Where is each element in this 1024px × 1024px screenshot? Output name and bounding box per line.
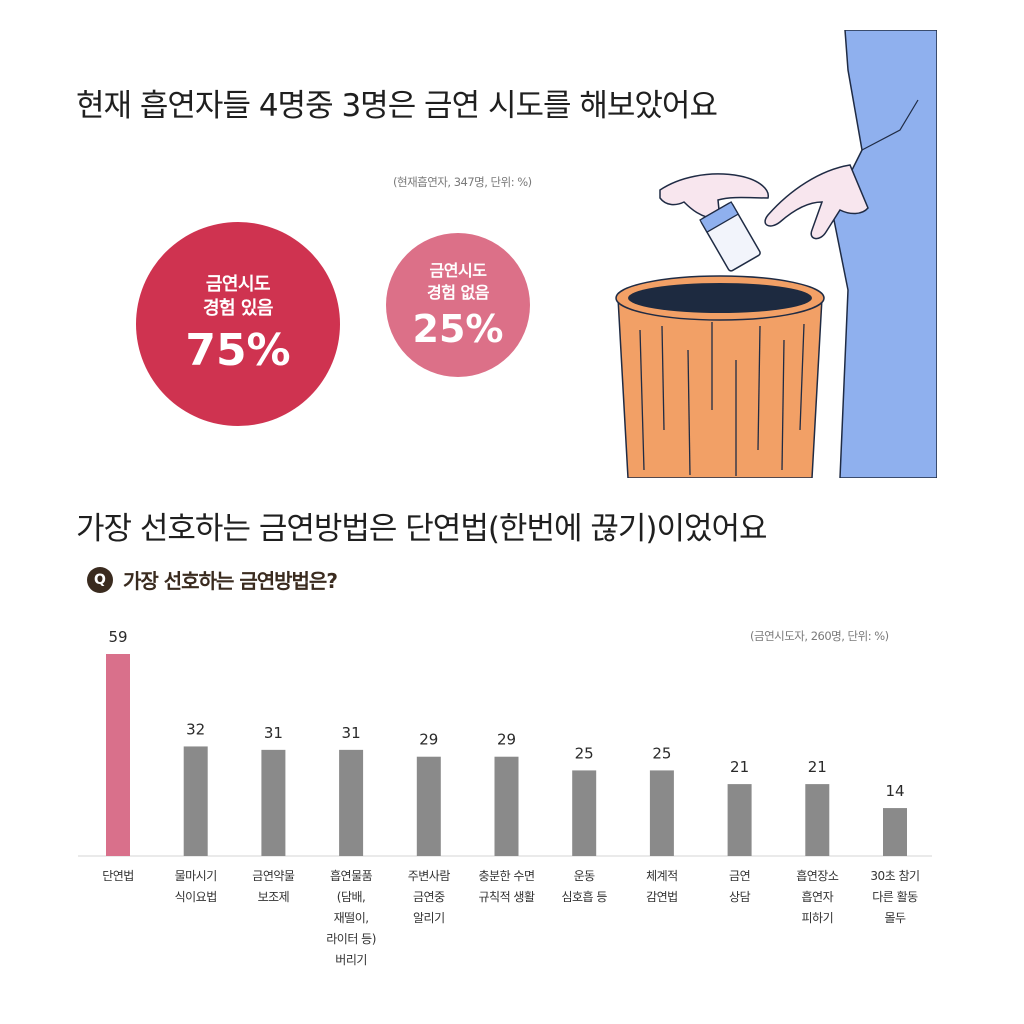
bar-4 — [416, 756, 441, 856]
circle-not-attempted-label-2: 경험 없음 — [427, 283, 489, 302]
bar-10 — [883, 808, 907, 856]
trash-can-slats — [639, 322, 805, 476]
headline-preferred-method: 가장 선호하는 금연방법은 단연법(한번에 끊기)이었어요 — [76, 511, 768, 547]
sleeve-fold — [861, 99, 919, 151]
circle-attempted-label-2: 경험 있음 — [202, 298, 274, 319]
trash-can-opening — [628, 283, 812, 313]
question-row: Q 가장 선호하는 금연방법은? — [87, 565, 338, 594]
question-text: 가장 선호하는 금연방법은? — [123, 569, 338, 593]
bar-value-label-5: 29 — [497, 731, 516, 749]
circle-not-attempted: 금연시도 경험 없음 25% — [386, 233, 530, 377]
bar-9 — [805, 784, 830, 856]
bar-value-label-4: 29 — [419, 731, 438, 749]
category-label-8: 금연 상담 — [729, 869, 751, 904]
cigarette-pack-icon — [699, 201, 761, 272]
bar-5 — [494, 756, 519, 856]
category-label-10: 30초 참기 다른 활동 몰두 — [870, 869, 920, 925]
bar-value-label-2: 31 — [264, 724, 283, 742]
bar-value-label-6: 25 — [575, 744, 594, 762]
bar-value-label-0: 59 — [108, 628, 127, 646]
headline-smoking-attempt: 현재 흡연자들 4명중 3명은 금연 시도를 해보았어요 — [76, 88, 718, 124]
category-label-1: 물마시기 식이요법 — [174, 869, 218, 904]
bar-2 — [261, 749, 286, 856]
sample-note-smokers: (현재흡연자, 347명, 단위: %) — [393, 175, 532, 189]
sleeve-shape — [831, 30, 937, 478]
circle-not-attempted-percent: 25% — [412, 307, 504, 351]
bar-value-label-7: 25 — [652, 744, 671, 762]
bar-3 — [339, 749, 364, 856]
bar-7 — [649, 770, 674, 856]
category-label-5: 충분한 수면 규칙적 생활 — [478, 869, 535, 904]
category-label-2: 금연약물 보조제 — [252, 869, 295, 904]
category-label-3: 흡연물품 (담배, 재떨이, 라이터 등) 버리기 — [326, 869, 376, 967]
category-label-6: 운동 심호흡 등 — [561, 869, 607, 904]
bar-8 — [727, 784, 752, 856]
circle-attempted: 금연시도 경험 있음 75% — [136, 222, 340, 426]
right-hand — [764, 164, 869, 240]
circle-attempted-percent: 75% — [185, 325, 291, 376]
category-label-4: 주변사람 금연중 알리기 — [407, 869, 451, 925]
bar-value-label-3: 31 — [342, 724, 361, 742]
category-label-0: 단연법 — [102, 869, 134, 883]
circle-not-attempted-label-1: 금연시도 — [429, 261, 487, 280]
circle-attempted-label-1: 금연시도 — [205, 274, 271, 295]
bar-1 — [183, 746, 208, 856]
bar-6 — [572, 770, 597, 856]
category-label-7: 체계적 감연법 — [646, 869, 678, 904]
bar-value-label-10: 14 — [885, 782, 904, 800]
bar-value-label-1: 32 — [186, 720, 205, 738]
question-badge-icon: Q — [87, 566, 113, 593]
bar-0 — [106, 654, 130, 856]
bar-value-label-8: 21 — [730, 758, 749, 776]
trash-can-illustration-icon — [615, 30, 937, 478]
sample-note-attempters: (금연시도자, 260명, 단위: %) — [750, 629, 889, 643]
bar-value-label-9: 21 — [808, 758, 827, 776]
category-label-9: 흡연장소 흡연자 피하기 — [796, 869, 839, 925]
left-hand — [659, 173, 769, 221]
